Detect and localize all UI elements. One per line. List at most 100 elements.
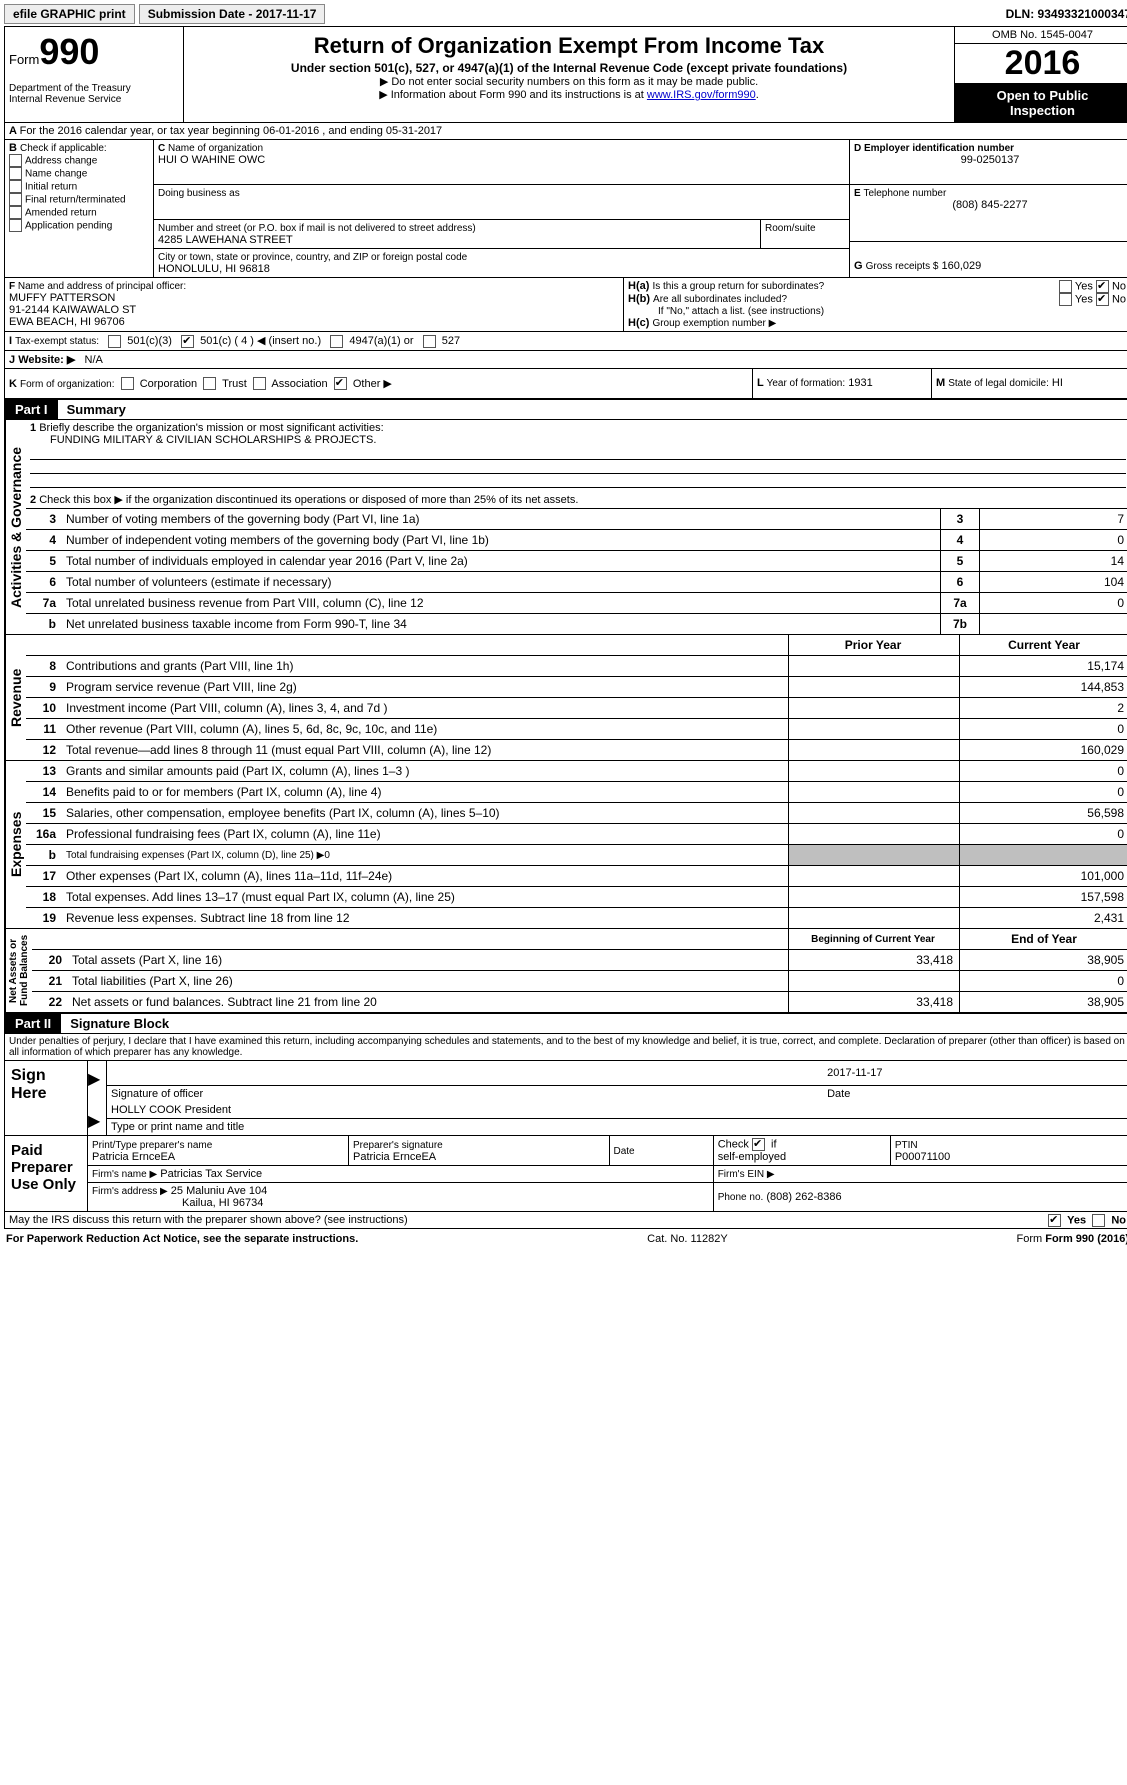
chk-name-change[interactable] [9, 167, 22, 180]
row-begin: 33,418 [789, 992, 960, 1013]
row-curr: 2,431 [960, 908, 1127, 929]
chk-assoc[interactable] [253, 377, 266, 390]
l2-text: Check this box ▶ if the organization dis… [39, 494, 578, 506]
irs-link[interactable]: www.IRS.gov/form990 [647, 89, 756, 101]
tab-net-assets: Net Assets or Fund Balances [5, 929, 32, 1012]
instr-link: ▶ Information about Form 990 and its ins… [188, 88, 950, 101]
firm-addr1: 25 Maluniu Ave 104 [171, 1185, 267, 1197]
opt-initial-return: Initial return [25, 181, 77, 192]
line-j: J Website: ▶ N/A [5, 351, 1127, 369]
chk-initial-return[interactable] [9, 180, 22, 193]
firm-phone-lbl: Phone no. [718, 1192, 764, 1203]
row-num: b [26, 614, 62, 635]
open-line1: Open to Public [959, 88, 1126, 103]
part1-hdr: Part I [5, 400, 58, 419]
efile-button[interactable]: efile GRAPHIC print [4, 4, 135, 24]
discuss-no-lbl: No [1111, 1215, 1126, 1227]
row-num: 11 [26, 719, 62, 740]
row-num: 12 [26, 740, 62, 761]
firm-name: Patricias Tax Service [160, 1168, 262, 1180]
row-begin: 33,418 [789, 950, 960, 971]
chk-app-pending[interactable] [9, 219, 22, 232]
row-curr: 0 [960, 719, 1127, 740]
omb-number: OMB No. 1545-0047 [955, 27, 1127, 44]
form-number: 990 [39, 31, 99, 73]
hb-yes[interactable] [1059, 293, 1072, 306]
chk-amended[interactable] [9, 206, 22, 219]
firm-phone: (808) 262-8386 [766, 1191, 841, 1203]
dba-lbl: Doing business as [158, 188, 240, 199]
row-num: 3 [26, 509, 62, 530]
chk-trust[interactable] [203, 377, 216, 390]
chk-final-return[interactable] [9, 193, 22, 206]
row-box: 4 [941, 530, 980, 551]
section-net-assets: Net Assets or Fund Balances Beginning of… [5, 929, 1127, 1013]
row-text: Total assets (Part X, line 16) [68, 950, 789, 971]
firm-name-lbl: Firm's name ▶ [92, 1169, 157, 1180]
row-curr: 15,174 [960, 656, 1127, 677]
row-text: Number of voting members of the governin… [62, 509, 941, 530]
ha-yes[interactable] [1059, 280, 1072, 293]
chk-corp[interactable] [121, 377, 134, 390]
row-curr: 160,029 [960, 740, 1127, 761]
row-text: Total liabilities (Part X, line 26) [68, 971, 789, 992]
gross-receipts: 160,029 [942, 260, 982, 272]
row-text: Grants and similar amounts paid (Part IX… [62, 761, 789, 782]
chk-address-change[interactable] [9, 154, 22, 167]
pt-sig: Patricia ErnceEA [353, 1151, 436, 1163]
row-text: Other expenses (Part IX, column (A), lin… [62, 866, 789, 887]
row-val: 0 [980, 530, 1127, 551]
chk-4947[interactable] [330, 335, 343, 348]
line-klm: K Form of organization: Corporation Trus… [5, 369, 1127, 400]
m-lbl: State of legal domicile: [948, 378, 1049, 389]
chk-other[interactable] [334, 377, 347, 390]
row-text: Number of independent voting members of … [62, 530, 941, 551]
perjury-text: Under penalties of perjury, I declare th… [5, 1034, 1127, 1061]
row-num: 10 [26, 698, 62, 719]
tab-governance: Activities & Governance [5, 420, 26, 634]
top-bar: efile GRAPHIC print Submission Date - 20… [4, 4, 1127, 24]
row-curr: 144,853 [960, 677, 1127, 698]
row-curr-grey [960, 845, 1127, 866]
row-prior-grey [789, 845, 960, 866]
discuss-no[interactable] [1092, 1214, 1105, 1227]
hb-lbl: Are all subordinates included? [653, 294, 787, 305]
ha-lbl: Is this a group return for subordinates? [652, 281, 824, 292]
discuss-yes[interactable] [1048, 1214, 1061, 1227]
row-text: Net unrelated business taxable income fr… [62, 614, 941, 635]
row-prior [789, 908, 960, 929]
chk-527[interactable] [423, 335, 436, 348]
ha-yes-lbl: Yes [1075, 280, 1093, 292]
row-num: 22 [32, 992, 68, 1013]
hc-lbl: Group exemption number ▶ [652, 318, 776, 329]
chk-self-employed[interactable] [752, 1138, 765, 1151]
hb-yes-lbl: Yes [1075, 293, 1093, 305]
paid-preparer-block: Paid Preparer Use Only Print/Type prepar… [5, 1136, 1127, 1212]
row-num: 8 [26, 656, 62, 677]
officer-addr2: EWA BEACH, HI 96706 [9, 316, 125, 328]
instr-pre: ▶ Information about Form 990 and its ins… [379, 89, 647, 101]
form-subtitle: Under section 501(c), 527, or 4947(a)(1)… [188, 61, 950, 75]
tab-revenue: Revenue [5, 635, 26, 760]
cat-no: Cat. No. 11282Y [647, 1233, 728, 1245]
row-num: 4 [26, 530, 62, 551]
row-prior [789, 887, 960, 908]
opt-501c-num: 4 [241, 335, 247, 347]
tax-year: 2016 [955, 44, 1127, 84]
row-prior [789, 866, 960, 887]
form-title: Return of Organization Exempt From Incom… [188, 33, 950, 59]
governance-table: 3Number of voting members of the governi… [26, 508, 1127, 634]
section-revenue: Revenue Prior YearCurrent Year 8Contribu… [5, 635, 1127, 761]
opt-501c3: 501(c)(3) [127, 335, 172, 347]
chk-501c3[interactable] [108, 335, 121, 348]
ha-no[interactable] [1096, 280, 1109, 293]
row-num: 9 [26, 677, 62, 698]
ptin-lbl: PTIN [895, 1140, 918, 1151]
l-lbl: Year of formation: [767, 378, 846, 389]
chk-501c[interactable] [181, 335, 194, 348]
row-prior [789, 719, 960, 740]
instr-post: . [756, 89, 759, 101]
opt-527: 527 [442, 335, 460, 347]
hb-no[interactable] [1096, 293, 1109, 306]
firm-addr-lbl: Firm's address ▶ [92, 1186, 168, 1197]
